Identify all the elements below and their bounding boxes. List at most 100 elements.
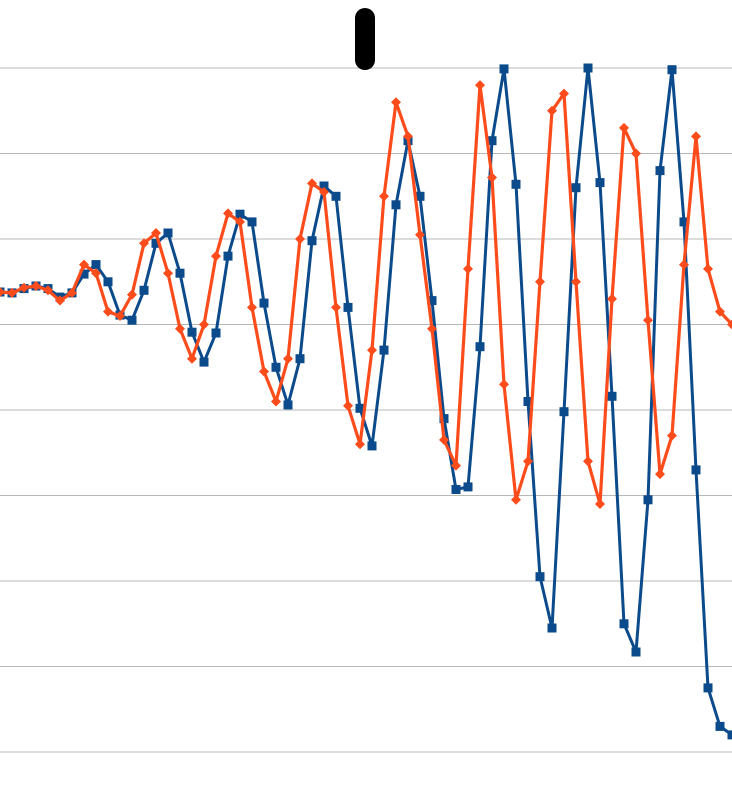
data-point-1-24 <box>283 353 293 364</box>
data-point-0-41 <box>487 136 497 146</box>
data-point-1-39 <box>463 263 473 274</box>
data-point-1-35 <box>415 229 425 240</box>
data-point-1-59 <box>703 263 713 274</box>
data-point-0-9 <box>103 277 113 287</box>
data-point-1-16 <box>187 353 197 364</box>
data-point-0-35 <box>415 191 425 201</box>
data-point-0-26 <box>307 236 317 246</box>
data-point-1-41 <box>487 172 497 183</box>
data-point-0-61 <box>727 730 732 740</box>
data-point-0-51 <box>607 391 617 401</box>
data-point-1-17 <box>199 319 209 330</box>
data-point-1-42 <box>499 379 509 390</box>
data-point-0-29 <box>343 302 353 312</box>
data-point-0-20 <box>235 209 245 219</box>
data-point-0-53 <box>631 647 641 657</box>
data-point-1-7 <box>79 259 89 270</box>
data-point-1-6 <box>67 287 77 298</box>
data-point-0-36 <box>427 296 437 306</box>
data-point-1-1 <box>7 287 17 298</box>
data-point-1-51 <box>607 293 617 304</box>
data-point-1-57 <box>679 259 689 270</box>
gridlines <box>0 67 732 753</box>
data-point-1-56 <box>667 430 677 441</box>
data-point-0-56 <box>667 65 677 75</box>
data-point-1-4 <box>43 285 53 296</box>
data-point-1-13 <box>151 228 161 239</box>
data-point-0-33 <box>391 200 401 210</box>
data-point-1-36 <box>427 323 437 334</box>
data-point-1-23 <box>271 396 281 407</box>
data-point-1-21 <box>247 302 257 313</box>
data-point-1-61 <box>727 319 732 330</box>
data-point-0-49 <box>583 63 593 73</box>
data-point-0-28 <box>331 191 341 201</box>
data-point-0-45 <box>535 572 545 582</box>
data-point-1-48 <box>571 276 581 287</box>
data-point-1-11 <box>127 289 137 300</box>
data-point-0-60 <box>715 721 725 731</box>
data-point-0-48 <box>571 183 581 193</box>
data-point-0-15 <box>175 268 185 278</box>
data-point-1-50 <box>595 499 605 510</box>
data-point-0-47 <box>559 407 569 417</box>
data-point-1-0 <box>0 287 5 298</box>
data-point-1-44 <box>523 456 533 467</box>
data-point-0-30 <box>355 403 365 413</box>
data-point-0-19 <box>223 251 233 261</box>
data-point-0-40 <box>475 342 485 352</box>
data-point-1-15 <box>175 323 185 334</box>
data-point-1-54 <box>643 315 653 326</box>
data-point-1-43 <box>511 494 521 505</box>
data-point-1-12 <box>139 238 149 249</box>
data-point-0-46 <box>547 623 557 633</box>
series-layer <box>0 63 732 740</box>
data-point-1-47 <box>559 88 569 99</box>
data-point-0-44 <box>523 397 533 406</box>
series-1 <box>0 80 732 510</box>
data-point-0-23 <box>271 362 281 372</box>
data-point-0-58 <box>691 465 701 475</box>
data-point-1-45 <box>535 276 545 287</box>
data-point-0-42 <box>499 64 509 74</box>
data-point-1-29 <box>343 400 353 411</box>
data-point-0-24 <box>283 400 293 410</box>
data-point-0-8 <box>91 260 101 270</box>
data-point-1-40 <box>475 80 485 91</box>
data-point-0-14 <box>163 228 173 238</box>
data-point-1-22 <box>259 366 269 377</box>
data-point-1-52 <box>619 122 629 133</box>
data-point-1-46 <box>547 105 557 116</box>
series-line-1 <box>0 83 732 506</box>
data-point-1-53 <box>631 148 641 159</box>
data-point-1-14 <box>163 268 173 279</box>
data-point-1-55 <box>655 469 665 480</box>
data-point-1-3 <box>31 281 41 292</box>
data-point-0-32 <box>379 345 389 355</box>
data-point-0-11 <box>127 315 137 325</box>
data-point-1-28 <box>331 302 341 313</box>
data-point-0-55 <box>655 166 665 176</box>
data-point-0-22 <box>259 298 269 308</box>
data-point-0-57 <box>679 217 689 227</box>
data-point-0-39 <box>463 482 473 492</box>
data-point-0-17 <box>199 357 209 367</box>
data-point-0-43 <box>511 179 521 189</box>
data-point-1-2 <box>19 282 29 293</box>
data-point-1-58 <box>691 131 701 142</box>
data-point-1-5 <box>55 295 65 306</box>
data-point-1-30 <box>355 439 365 450</box>
data-point-0-31 <box>367 441 377 451</box>
data-point-0-12 <box>139 285 149 295</box>
data-point-0-16 <box>187 327 197 337</box>
data-point-1-32 <box>379 191 389 202</box>
data-point-0-21 <box>247 217 257 227</box>
data-point-1-33 <box>391 97 401 108</box>
data-point-1-27 <box>319 186 329 197</box>
data-point-0-50 <box>595 178 605 188</box>
data-point-1-49 <box>583 456 593 467</box>
data-point-1-37 <box>439 434 449 445</box>
data-point-1-60 <box>715 306 725 317</box>
data-point-0-27 <box>319 181 329 191</box>
